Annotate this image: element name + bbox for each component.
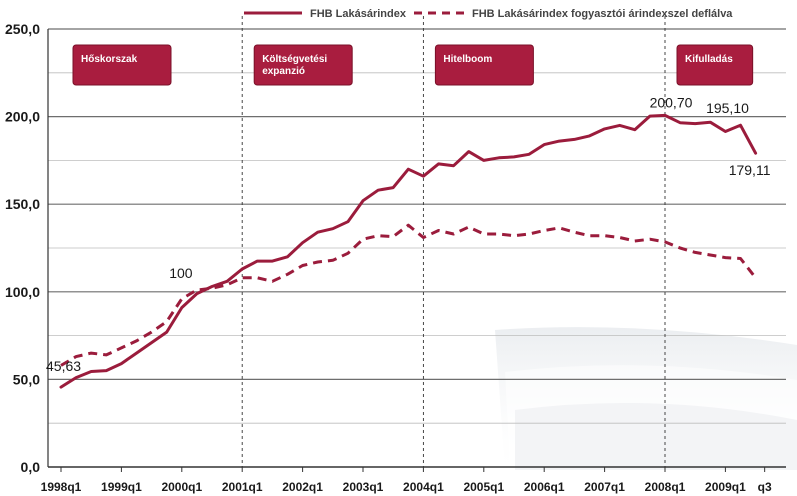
x-tick-label: 2009q1: [705, 480, 746, 494]
x-tick-label: 2004q1: [403, 480, 444, 494]
y-tick-labels: 0,0 50,0 100,0 150,0 200,0 250,0: [5, 21, 40, 475]
y-tick-label: 0,0: [21, 459, 41, 475]
period-box: [434, 44, 534, 86]
y-tick-label: 100,0: [5, 284, 40, 300]
x-tick-label: 2002q1: [282, 480, 323, 494]
legend-label-nominal: FHB Lakásárindex: [310, 8, 407, 20]
x-tick-label: 2000q1: [161, 480, 202, 494]
x-tick-label: 2001q1: [222, 480, 263, 494]
legend: FHB Lakásárindex FHB Lakásárindex fogyasz…: [244, 8, 733, 20]
y-tick-label: 200,0: [5, 109, 40, 125]
period-label: Hőskorszak: [81, 54, 138, 65]
x-tick-label: 2007q1: [584, 480, 625, 494]
legend-label-deflated: FHB Lakásárindex fogyasztói árindexszel …: [472, 8, 733, 20]
x-tick-labels: 1998q1 1999q1 2000q1 2001q1 2002q1 2003q1 2004…: [41, 467, 772, 494]
x-tick-label: 2005q1: [463, 480, 504, 494]
series-lines: [59, 113, 758, 389]
period-box: [253, 44, 353, 86]
data-label: 100: [169, 265, 193, 281]
data-label: 195,10: [706, 100, 749, 116]
period-box: [72, 44, 172, 86]
period-label: expanzió: [262, 66, 305, 77]
period-label: Kifulladás: [685, 54, 733, 65]
grid: [48, 28, 786, 424]
y-tick-label: 150,0: [5, 196, 40, 212]
data-label: 200,70: [650, 94, 693, 110]
x-tick-label: 1999q1: [101, 480, 142, 494]
x-tick-label: 1998q1: [41, 480, 82, 494]
data-label: 179,11: [729, 162, 771, 178]
period-label: Költségvetési: [262, 54, 327, 65]
data-labels: 45,63 100 200,70 195,10 179,11: [46, 94, 771, 374]
series-line-nominal: [59, 113, 758, 389]
x-tick-label: 2008q1: [645, 480, 686, 494]
series-line-deflated: [60, 223, 757, 367]
y-tick-label: 250,0: [5, 21, 40, 37]
x-tick-label: 2003q1: [343, 480, 384, 494]
data-label: 45,63: [46, 358, 81, 374]
period-label: Hitelboom: [443, 54, 492, 65]
x-tick-label: q3: [758, 480, 772, 494]
period-box: [676, 44, 754, 86]
axes: [47, 29, 786, 468]
x-tick-label: 2006q1: [524, 480, 565, 494]
y-tick-label: 50,0: [13, 371, 40, 387]
background-decoration: [495, 327, 797, 470]
